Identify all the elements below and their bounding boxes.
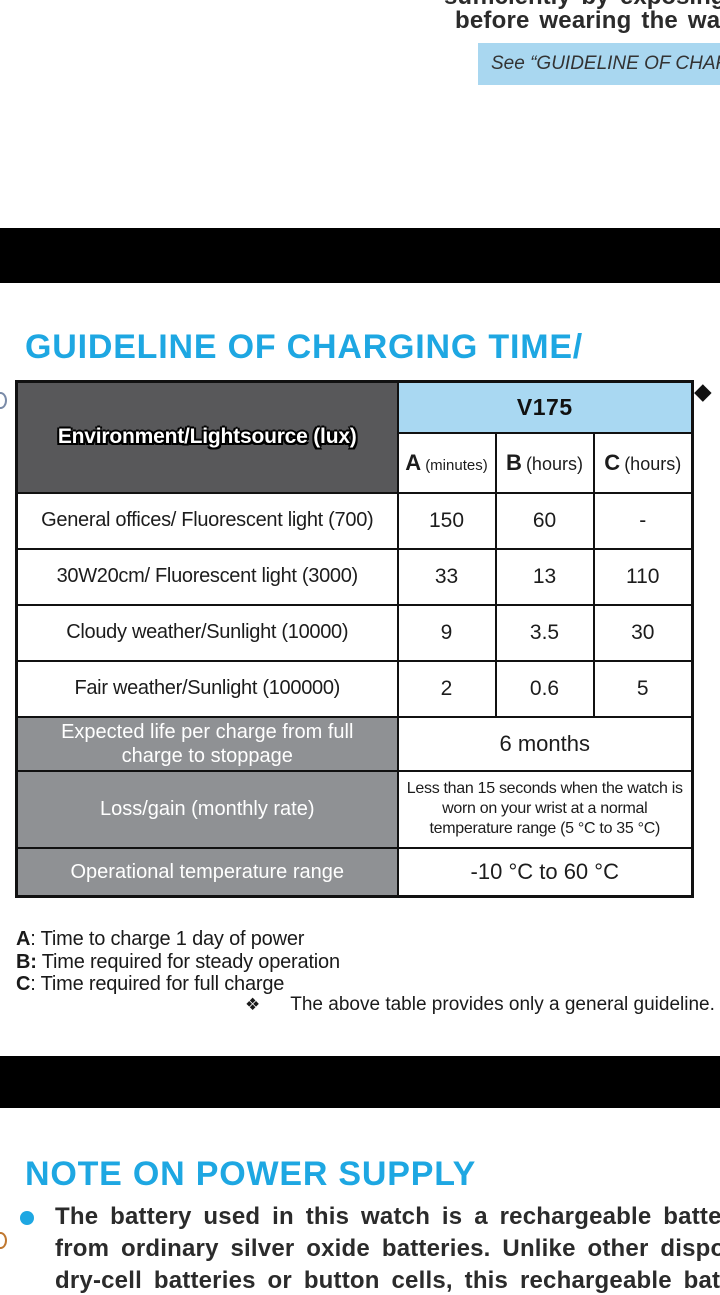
summary-label: Operational temperature range <box>15 846 399 898</box>
column-unit: (hours) <box>624 453 682 474</box>
see-reference-highlight: See “GUIDELINE OF CHARGING <box>478 43 720 85</box>
value-a: 9 <box>396 603 497 662</box>
corner-header-cell: Environment/Lightsource (lux) <box>15 380 399 494</box>
intro-text-line: before wearing the watch. <box>455 7 720 34</box>
section-title-power-supply: NOTE ON POWER SUPPLY <box>25 1155 477 1193</box>
section-title-charging-guideline: GUIDELINE OF CHARGING TIME/ <box>25 328 584 366</box>
column-unit: (minutes) <box>425 456 488 474</box>
footnote-letter: C <box>16 973 31 995</box>
footnote-b: B: Time required for steady operation <box>16 951 340 974</box>
table-row: General offices/ Fluorescent light (700)… <box>15 491 694 550</box>
four-diamond-icon: ❖ <box>245 995 261 1014</box>
value-c: 5 <box>592 659 694 718</box>
column-letter: B <box>506 449 522 475</box>
table-header-row: Environment/Lightsource (lux) V175 <box>15 380 694 494</box>
footnote-c: C: Time required for full charge <box>16 973 340 996</box>
cutoff-margin-glyph <box>0 392 7 409</box>
value-b: 13 <box>494 547 595 606</box>
section-divider-bar <box>0 1056 720 1108</box>
environment-label: General offices/ Fluorescent light (700) <box>15 491 399 550</box>
corner-header-label: Environment/Lightsource (lux) <box>57 425 357 449</box>
footnote-letter: A <box>16 928 31 950</box>
summary-value: 6 months <box>396 715 694 772</box>
environment-label: Cloudy weather/Sunlight (10000) <box>15 603 399 662</box>
summary-value: Less than 15 seconds when the watch is w… <box>396 769 694 849</box>
summary-value: -10 °C to 60 °C <box>396 846 694 898</box>
diamond-marker-icon: ◆ <box>694 378 712 404</box>
footnote-a: A: Time to charge 1 day of power <box>16 928 340 951</box>
value-a: 2 <box>396 659 497 718</box>
column-header-a: A (minutes) <box>396 431 497 494</box>
general-guideline-note: ❖ The above table provides only a general… <box>245 994 715 1016</box>
table-row: Cloudy weather/Sunlight (10000) 9 3.5 30 <box>15 603 694 662</box>
power-note-line3: dry-cell batteries or button cells, this… <box>55 1267 720 1294</box>
value-a: 33 <box>396 547 497 606</box>
charging-time-table: Environment/Lightsource (lux) V175 A (min… <box>15 380 694 898</box>
power-note-line2: from ordinary silver oxide batteries. Un… <box>55 1235 720 1262</box>
footnote-text: Time required for steady operation <box>36 950 340 973</box>
see-reference-text: See “GUIDELINE OF CHARGING <box>491 53 720 74</box>
summary-label: Loss/gain (monthly rate) <box>15 769 399 849</box>
column-header-b: B (hours) <box>494 431 595 494</box>
table-footnotes: A: Time to charge 1 day of power B: Time… <box>16 928 340 996</box>
bullet-icon <box>20 1211 34 1225</box>
value-b: 3.5 <box>494 603 595 662</box>
summary-row-operational-temp: Operational temperature range -10 °C to … <box>15 846 694 898</box>
power-note-line1: The battery used in this watch is a rech… <box>55 1203 720 1230</box>
caliber-header-cell: V175 <box>396 380 694 434</box>
summary-label: Expected life per charge from full charg… <box>15 715 399 772</box>
environment-label: 30W20cm/ Fluorescent light (3000) <box>15 547 399 606</box>
column-unit: (hours) <box>525 453 583 474</box>
value-b: 60 <box>494 491 595 550</box>
column-letter: A <box>405 449 422 475</box>
cutoff-margin-glyph <box>0 1232 7 1249</box>
footnote-letter: B: <box>16 950 37 973</box>
value-c: - <box>592 491 694 550</box>
value-a: 150 <box>396 491 497 550</box>
footnote-text: : Time to charge 1 day of power <box>30 928 305 950</box>
column-letter: C <box>604 449 621 475</box>
column-header-c: C (hours) <box>592 431 694 494</box>
table-row: Fair weather/Sunlight (100000) 2 0.6 5 <box>15 659 694 718</box>
section-divider-bar <box>0 228 720 283</box>
environment-label: Fair weather/Sunlight (100000) <box>15 659 399 718</box>
summary-row-expected-life: Expected life per charge from full charg… <box>15 715 694 772</box>
summary-row-loss-gain: Loss/gain (monthly rate) Less than 15 se… <box>15 769 694 849</box>
table-row: 30W20cm/ Fluorescent light (3000) 33 13 … <box>15 547 694 606</box>
value-c: 110 <box>592 547 694 606</box>
footnote-text: : Time required for full charge <box>30 973 285 995</box>
value-c: 30 <box>592 603 694 662</box>
table-subheader-row: A (minutes) B (hours) C (hours) <box>17 431 694 494</box>
value-b: 0.6 <box>494 659 595 718</box>
top-clipped-text: sufficiently by exposing it to light, <box>444 0 720 11</box>
guideline-note-text: The above table provides only a general … <box>290 994 715 1015</box>
